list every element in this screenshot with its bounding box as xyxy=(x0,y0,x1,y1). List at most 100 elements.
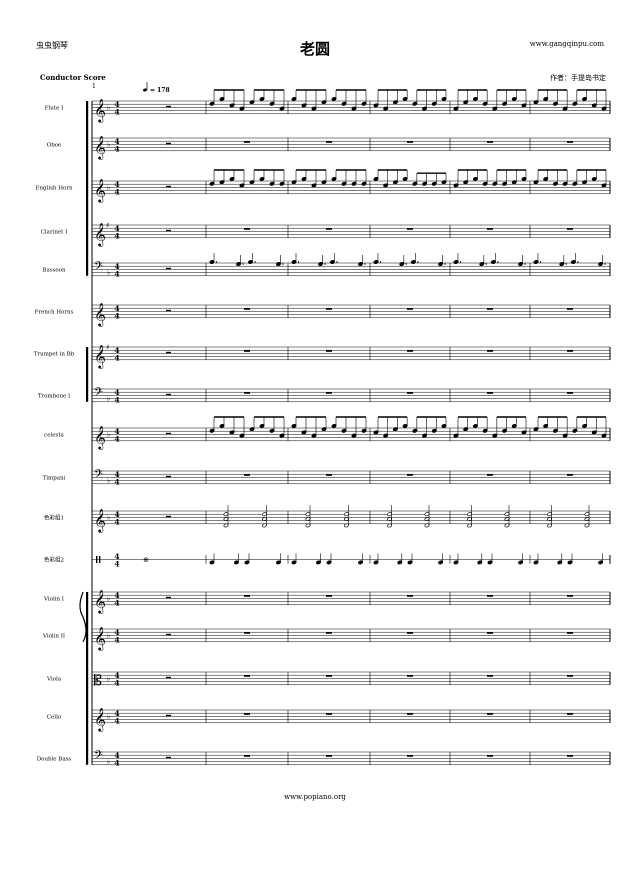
whole-rest-icon xyxy=(487,755,493,757)
dot xyxy=(604,263,606,265)
whole-rest-icon xyxy=(407,141,413,143)
footer-url[interactable]: www.popiano.org xyxy=(284,793,346,801)
whole-rest-icon xyxy=(244,675,250,677)
time-sig-bottom: 4 xyxy=(114,517,119,526)
rest-icon xyxy=(166,515,171,518)
instrument-name: French Horns xyxy=(35,309,74,315)
whole-rest-icon xyxy=(407,595,413,597)
treble-clef-icon: 𝄞 xyxy=(94,626,106,651)
whole-rest-icon xyxy=(407,474,413,476)
time-sig-bottom: 4 xyxy=(114,231,119,240)
whole-rest-icon xyxy=(487,675,493,677)
instrument-name: Trumpet in Bb xyxy=(34,351,75,357)
violin-brace xyxy=(79,591,87,643)
whole-rest-icon xyxy=(244,228,250,230)
whole-rest-icon xyxy=(326,713,332,715)
dot xyxy=(324,263,326,265)
tempo-marking: = 178 xyxy=(150,87,170,94)
time-sig-top: 4 xyxy=(114,591,119,600)
treble-clef-icon: 𝄞 xyxy=(94,178,106,203)
whole-rest-icon xyxy=(326,308,332,310)
instrument-name: 色彩组1 xyxy=(44,513,64,521)
whole-rest-icon xyxy=(244,713,250,715)
whole-rest-icon xyxy=(567,755,573,757)
dot xyxy=(336,261,338,263)
sharp-icon: ♯ xyxy=(106,344,109,352)
instrument-name: Flute I xyxy=(45,105,64,111)
woodwind-bracket xyxy=(86,101,89,276)
flat-icon: ♭ xyxy=(107,631,110,639)
whole-rest-icon xyxy=(244,474,250,476)
rest-icon xyxy=(166,596,171,599)
flat-icon: ♭ xyxy=(107,758,110,766)
whole-rest-icon xyxy=(487,228,493,230)
time-sig-top: 4 xyxy=(114,709,119,718)
rest-icon xyxy=(166,105,171,108)
whole-rest-icon xyxy=(244,350,250,352)
whole-rest-icon xyxy=(244,595,250,597)
time-sig-top: 4 xyxy=(114,100,119,109)
treble-clef-icon: 𝄞 xyxy=(94,302,106,327)
whole-rest-icon xyxy=(407,713,413,715)
perc-clef-icon-b xyxy=(99,556,101,563)
whole-rest-icon xyxy=(567,228,573,230)
whole-rest-icon xyxy=(407,228,413,230)
whole-rest-icon xyxy=(567,392,573,394)
treble-clef-icon: 𝄞 xyxy=(94,425,106,450)
whole-rest-icon xyxy=(244,392,250,394)
perc-rest-icon: ⊕ xyxy=(143,556,149,564)
time-sig-top: 4 xyxy=(114,388,119,397)
dot xyxy=(242,263,244,265)
dot xyxy=(379,261,382,263)
whole-rest-icon xyxy=(487,595,493,597)
rest-icon xyxy=(166,185,171,188)
flat-icon: ♭ xyxy=(107,430,110,438)
rest-icon xyxy=(166,756,171,759)
rest-icon xyxy=(166,714,171,717)
time-sig-bottom: 4 xyxy=(114,559,119,568)
time-sig-top: 4 xyxy=(114,262,119,271)
whole-rest-icon xyxy=(567,713,573,715)
time-sig-bottom: 4 xyxy=(114,311,119,320)
whole-rest-icon xyxy=(244,632,250,634)
time-sig-top: 4 xyxy=(114,671,119,680)
bass-clef-icon: 𝄢 xyxy=(94,386,103,402)
whole-rest-icon xyxy=(407,632,413,634)
treble-clef-icon: 𝄞 xyxy=(94,222,106,247)
dot xyxy=(364,263,366,265)
dot xyxy=(524,263,526,265)
time-sig-bottom: 4 xyxy=(114,758,119,767)
score-type-label: Conductor Score xyxy=(40,73,106,82)
time-sig-bottom: 4 xyxy=(114,107,119,116)
time-sig-bottom: 4 xyxy=(114,353,119,362)
whole-rest-icon xyxy=(567,675,573,677)
time-sig-bottom: 4 xyxy=(114,716,119,725)
rest-icon xyxy=(166,676,171,679)
instrument-name: Oboe xyxy=(47,142,62,148)
whole-rest-icon xyxy=(487,308,493,310)
whole-rest-icon xyxy=(326,632,332,634)
time-sig-bottom: 4 xyxy=(114,678,119,687)
time-sig-bottom: 4 xyxy=(114,598,119,607)
whole-rest-icon xyxy=(407,755,413,757)
whole-rest-icon xyxy=(487,713,493,715)
flat-icon: ♭ xyxy=(107,477,110,485)
time-sig-bottom: 4 xyxy=(114,395,119,404)
sharp-icon: ♯ xyxy=(106,222,109,230)
whole-rest-icon xyxy=(487,141,493,143)
rest-icon xyxy=(166,351,171,354)
rest-icon xyxy=(166,142,171,145)
instrument-name: Violin II xyxy=(42,633,65,639)
dot xyxy=(497,261,499,263)
flat-icon: ♭ xyxy=(107,269,110,277)
dot xyxy=(565,263,568,265)
instrument-name: Trombone I xyxy=(38,393,70,399)
instrument-name: Clarinet I xyxy=(41,229,68,235)
time-sig-bottom: 4 xyxy=(114,187,119,196)
time-sig-top: 4 xyxy=(114,137,119,146)
whole-rest-icon xyxy=(244,755,250,757)
site-url[interactable]: www.gangqinpu.com xyxy=(529,40,604,48)
composer-label: 作者：手提岛书定 xyxy=(550,74,606,82)
treble-clef-icon: 𝄞 xyxy=(94,98,106,123)
